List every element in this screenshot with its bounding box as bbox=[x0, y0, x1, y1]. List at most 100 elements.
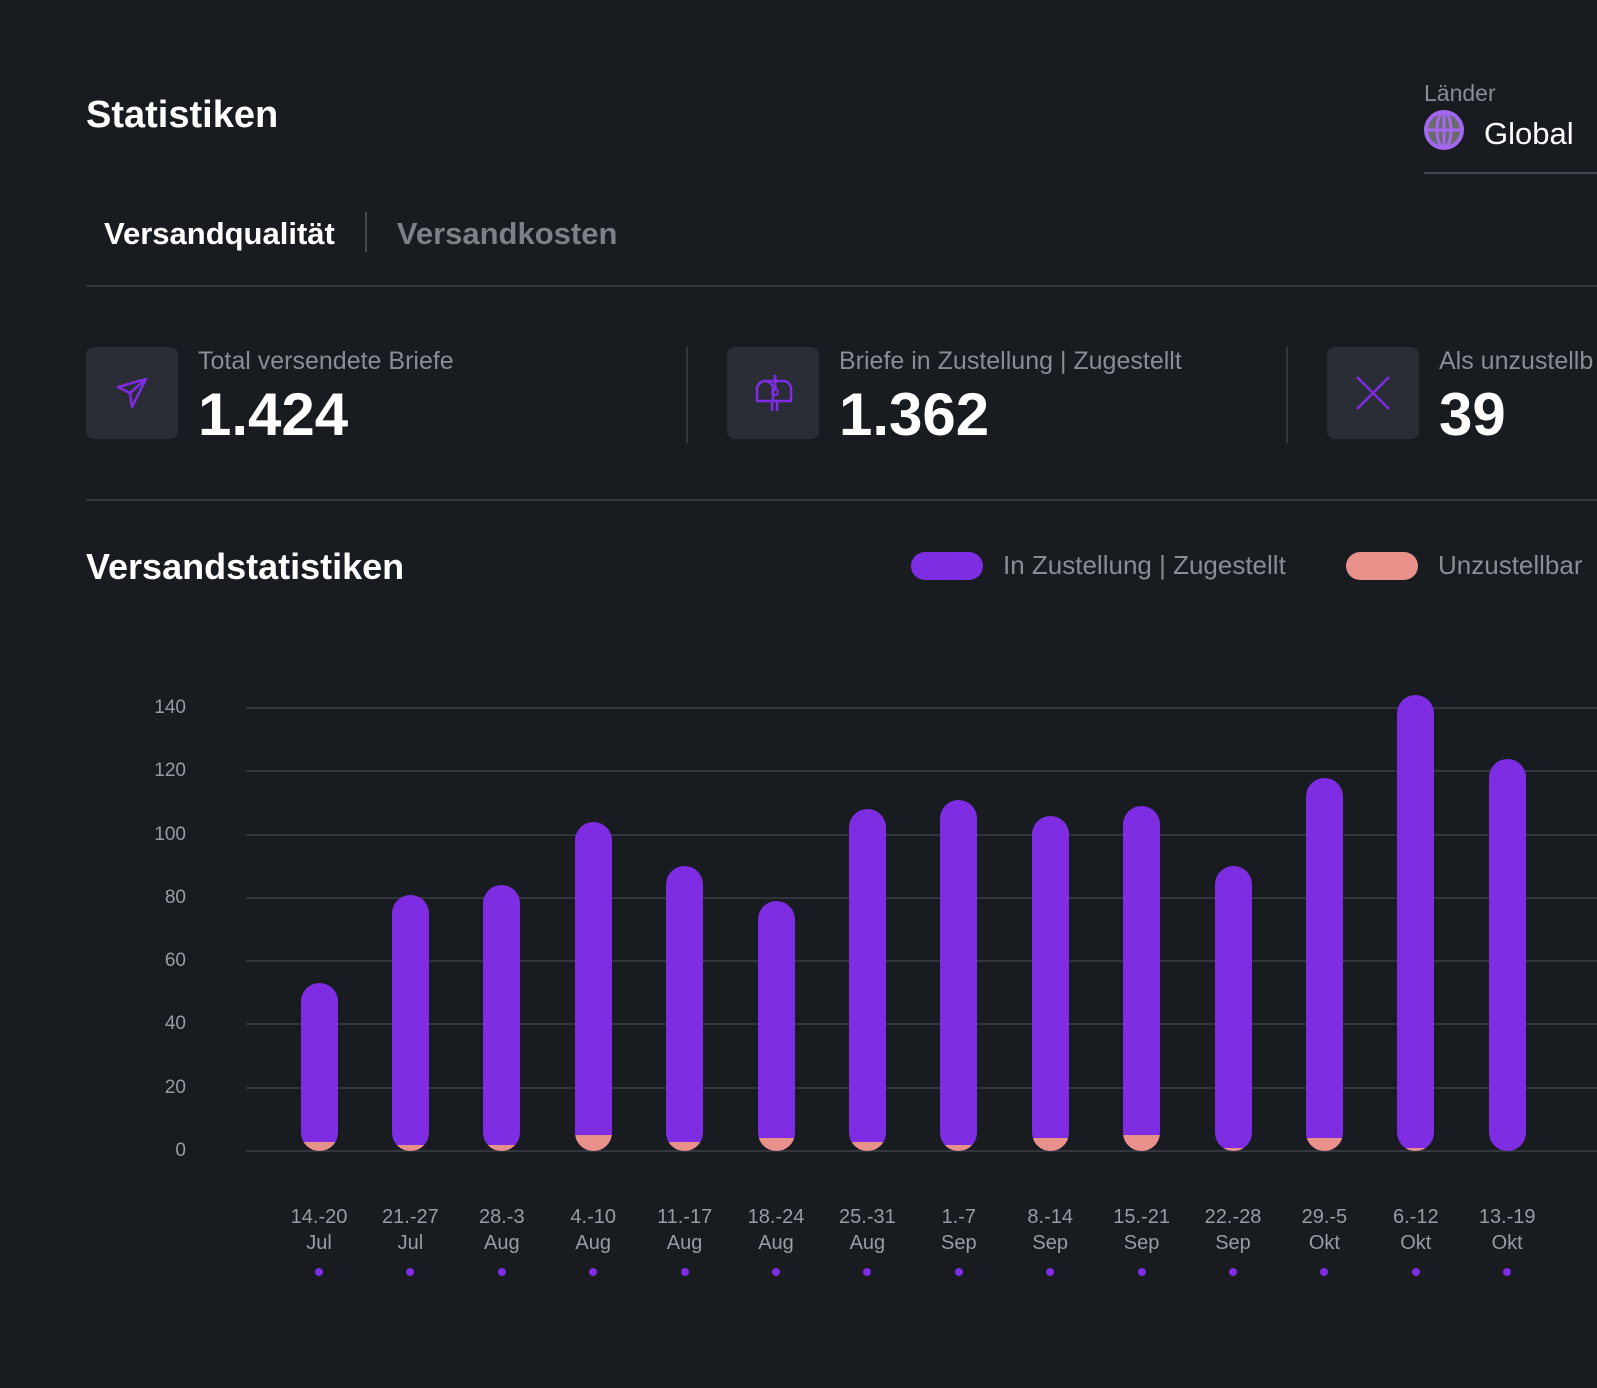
x-tick-label: 29.-5 Okt bbox=[1279, 1204, 1369, 1256]
x-tick-label: 11.-17 Aug bbox=[640, 1204, 730, 1256]
stat-label: Briefe in Zustellung | Zugestellt bbox=[839, 347, 1182, 375]
legend-swatch bbox=[911, 551, 983, 580]
bar[interactable] bbox=[391, 894, 429, 1151]
x-dot bbox=[406, 1268, 415, 1276]
legend-undeliverable[interactable]: Unzustellbar bbox=[1346, 550, 1583, 581]
bar[interactable] bbox=[940, 799, 978, 1151]
bar-segment-undeliverable bbox=[940, 1144, 978, 1151]
x-tick-label: 6.-12 Okt bbox=[1371, 1204, 1461, 1256]
bar[interactable] bbox=[574, 821, 612, 1151]
x-tick-line: Jul bbox=[306, 1232, 332, 1254]
bar-segment-undeliverable bbox=[1031, 1138, 1069, 1151]
gridline bbox=[246, 960, 1597, 963]
x-dot bbox=[315, 1268, 323, 1276]
bar[interactable] bbox=[300, 983, 338, 1151]
bar[interactable] bbox=[1305, 777, 1343, 1151]
x-tick-label: 13.-19 Okt bbox=[1462, 1204, 1552, 1256]
x-tick-label: 14.-20 Jul bbox=[274, 1204, 364, 1256]
stat-value: 39 bbox=[1439, 381, 1506, 448]
stat-total-sent: Total versendete Briefe 1.424 bbox=[86, 347, 454, 449]
bar-segment-undeliverable bbox=[848, 1141, 886, 1151]
x-tick-line: 15.-21 bbox=[1113, 1206, 1170, 1228]
x-dot bbox=[1503, 1268, 1512, 1276]
bar-segment-undeliverable bbox=[1305, 1138, 1343, 1151]
legend-label: Unzustellbar bbox=[1438, 550, 1583, 580]
bar[interactable] bbox=[848, 809, 886, 1151]
x-tick-line: Sep bbox=[1123, 1232, 1160, 1254]
country-label: Länder bbox=[1424, 80, 1496, 106]
x-tick-label: 8.-14 Sep bbox=[1005, 1204, 1095, 1256]
bar[interactable] bbox=[1123, 806, 1161, 1151]
gridline bbox=[246, 896, 1597, 899]
y-tick-label: 120 bbox=[154, 760, 186, 782]
bar-segment-undeliverable bbox=[757, 1138, 795, 1151]
x-tick-line: 11.-17 bbox=[656, 1206, 713, 1228]
stat-value: 1.362 bbox=[839, 381, 990, 448]
x-tick-line: Sep bbox=[941, 1232, 977, 1254]
y-tick-label: 0 bbox=[175, 1140, 186, 1161]
gridline bbox=[246, 707, 1597, 709]
bar-segment-undeliverable bbox=[1123, 1135, 1161, 1151]
stat-undeliverable: Als unzustellb 39 bbox=[1327, 347, 1593, 449]
bar[interactable] bbox=[666, 866, 704, 1151]
stat-divider bbox=[686, 347, 688, 443]
bar[interactable] bbox=[1031, 815, 1069, 1151]
x-dot bbox=[589, 1268, 598, 1276]
x-tick-label: 15.-21 Sep bbox=[1097, 1204, 1187, 1256]
x-icon bbox=[1327, 347, 1419, 439]
y-tick-label: 140 bbox=[154, 697, 186, 718]
tab-versandqualitaet[interactable]: Versandqualität bbox=[104, 216, 335, 251]
bar[interactable] bbox=[1488, 758, 1526, 1151]
tab-divider bbox=[364, 212, 367, 252]
x-tick-label: 28.-3 Aug bbox=[457, 1204, 547, 1256]
bar-segment-undeliverable bbox=[483, 1144, 521, 1151]
x-dot bbox=[1320, 1268, 1329, 1276]
x-dot bbox=[1229, 1268, 1237, 1276]
x-tick-label: 22.-28 Sep bbox=[1188, 1204, 1278, 1256]
stat-delivered: Briefe in Zustellung | Zugestellt 1.362 bbox=[727, 347, 1182, 449]
x-tick-line: 8.-14 bbox=[1027, 1206, 1073, 1228]
section-divider bbox=[86, 499, 1597, 501]
bar-segment-undeliverable bbox=[300, 1141, 338, 1151]
x-tick-line: Okt bbox=[1400, 1232, 1432, 1254]
x-tick-line: 13.-19 bbox=[1478, 1206, 1536, 1228]
send-icon bbox=[86, 347, 178, 439]
bar[interactable] bbox=[1214, 866, 1252, 1151]
x-tick-line: 29.-5 bbox=[1301, 1206, 1348, 1228]
y-tick-label: 100 bbox=[154, 823, 186, 845]
legend-label: In Zustellung | Zugestellt bbox=[1003, 550, 1286, 580]
x-tick-line: Jul bbox=[397, 1232, 424, 1254]
country-select[interactable]: Global bbox=[1424, 110, 1597, 174]
bar[interactable] bbox=[757, 901, 795, 1151]
x-tick-label: 18.-24 Aug bbox=[731, 1204, 821, 1256]
x-tick-line: Aug bbox=[575, 1232, 611, 1254]
mailbox-icon bbox=[727, 347, 819, 439]
bar-segment-undeliverable bbox=[391, 1144, 429, 1151]
stat-label: Als unzustellb bbox=[1439, 347, 1594, 375]
legend-delivered[interactable]: In Zustellung | Zugestellt bbox=[911, 550, 1286, 581]
tab-versandkosten[interactable]: Versandkosten bbox=[396, 216, 618, 251]
x-tick-line: Okt bbox=[1308, 1232, 1340, 1254]
country-value: Global bbox=[1484, 116, 1574, 151]
x-dot bbox=[497, 1268, 506, 1276]
bar-segment-undeliverable bbox=[1397, 1147, 1435, 1151]
bar-segment-undeliverable bbox=[1214, 1147, 1252, 1151]
bar[interactable] bbox=[483, 885, 521, 1151]
x-dot bbox=[1411, 1268, 1420, 1276]
x-dot bbox=[954, 1268, 963, 1276]
x-tick-line: 25.-31 bbox=[839, 1206, 896, 1228]
x-tick-label: 21.-27 Jul bbox=[365, 1204, 455, 1256]
stat-value: 1.424 bbox=[198, 381, 349, 448]
y-tick-label: 60 bbox=[164, 950, 186, 972]
x-tick-line: 21.-27 bbox=[382, 1206, 439, 1228]
x-tick-label: 4.-10 Aug bbox=[548, 1204, 638, 1256]
x-dot bbox=[1046, 1268, 1055, 1276]
x-tick-line: 4.-10 bbox=[570, 1206, 616, 1228]
x-tick-line: Okt bbox=[1491, 1232, 1523, 1254]
stat-divider bbox=[1286, 347, 1288, 443]
y-tick-label: 20 bbox=[164, 1076, 186, 1098]
x-tick-line: 14.-20 bbox=[290, 1206, 348, 1228]
bar[interactable] bbox=[1397, 695, 1435, 1151]
x-tick-line: Aug bbox=[849, 1232, 886, 1254]
chart-title: Versandstatistiken bbox=[86, 546, 405, 587]
